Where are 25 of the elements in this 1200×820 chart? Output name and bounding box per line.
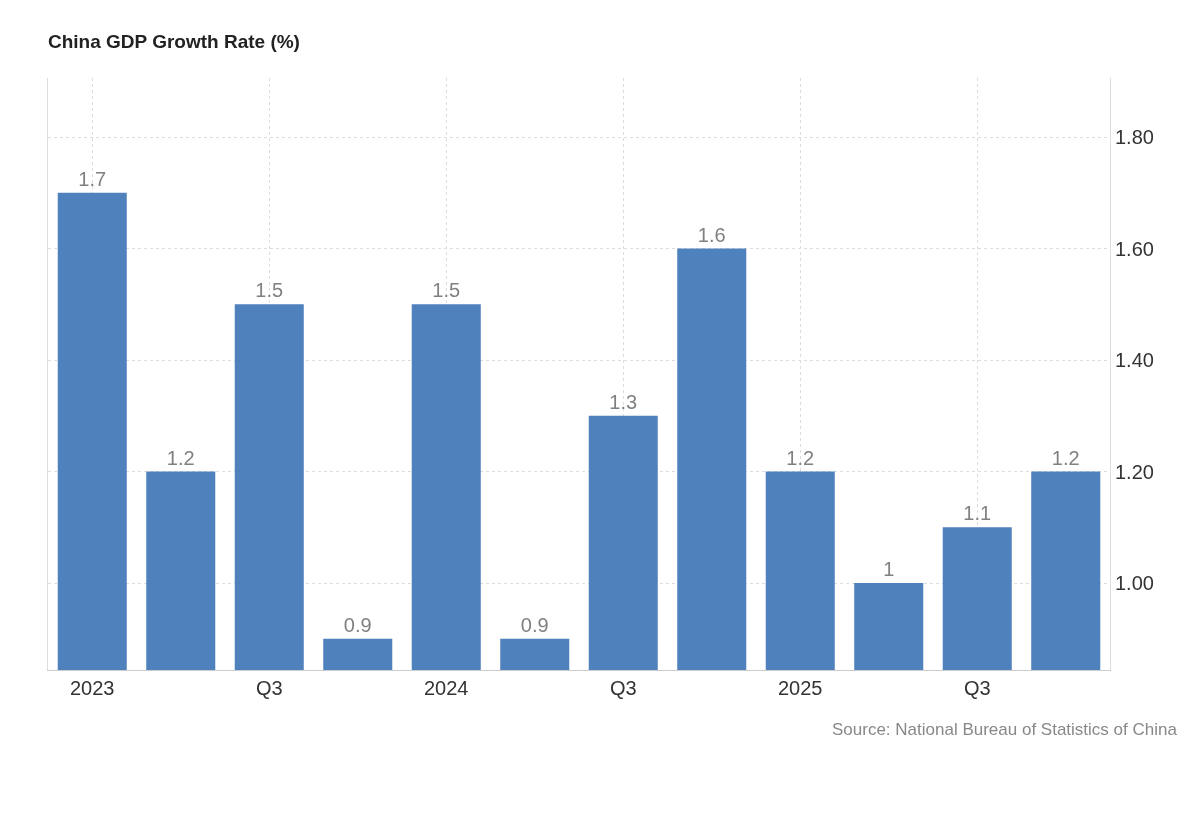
data-label: 1.5 <box>432 279 461 302</box>
data-label: 1.6 <box>697 223 726 246</box>
data-label: 1.7 <box>78 167 107 190</box>
x-tick-label: 2024 <box>424 677 469 699</box>
x-tick-label: Q3 <box>963 677 991 699</box>
x-tick-label: Q3 <box>609 677 637 699</box>
y-tick-label: 1.80 <box>1115 126 1154 149</box>
y-tick-label: 1.00 <box>1115 572 1154 595</box>
data-label: 1.3 <box>609 390 638 413</box>
data-label: 1.2 <box>166 446 195 469</box>
data-label: 0.9 <box>520 613 549 636</box>
x-tick-label: 2023 <box>70 677 115 699</box>
data-label: 1.2 <box>1051 446 1080 469</box>
data-label: 1.5 <box>255 279 284 302</box>
y-tick-label: 1.60 <box>1115 237 1154 260</box>
x-tick-label: 2025 <box>778 677 823 699</box>
source-note: Source: National Bureau of Statistics of China <box>832 720 1178 739</box>
data-label: 1.1 <box>963 502 992 525</box>
y-tick-label: 1.20 <box>1115 460 1154 483</box>
chart-title: China GDP Growth Rate (%) <box>48 30 300 52</box>
data-label: 1.2 <box>786 446 815 469</box>
x-tick-label: Q3 <box>255 677 283 699</box>
data-label: 1 <box>883 558 895 581</box>
data-label: 0.9 <box>343 613 372 636</box>
y-tick-label: 1.40 <box>1115 349 1154 372</box>
